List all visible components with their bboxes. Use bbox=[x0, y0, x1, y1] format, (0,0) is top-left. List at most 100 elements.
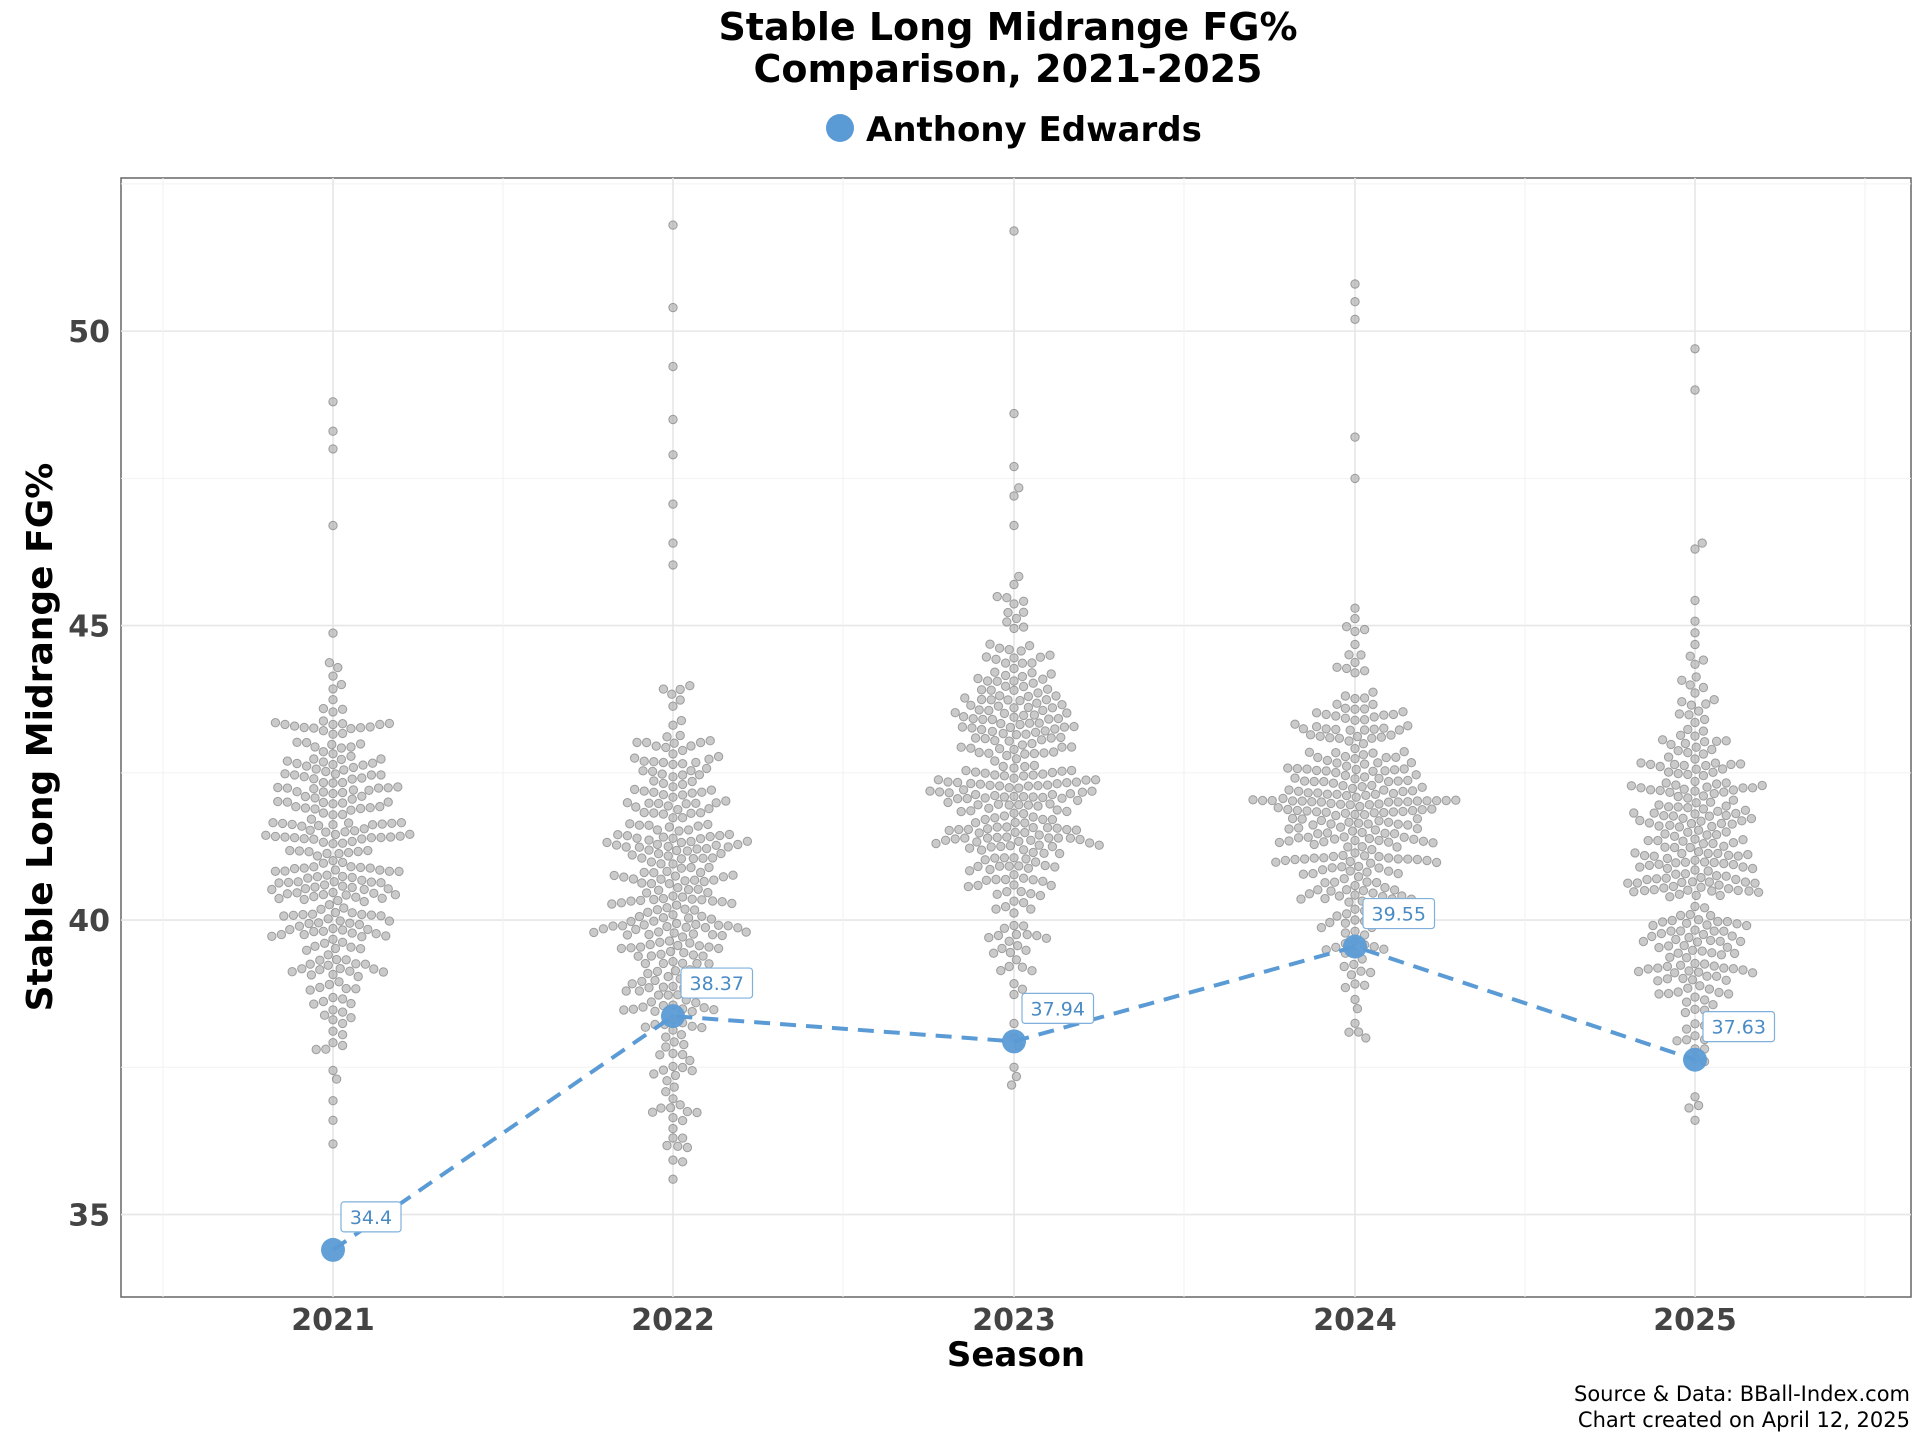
league-point bbox=[1365, 967, 1376, 978]
league-point bbox=[1290, 854, 1300, 865]
league-point bbox=[1685, 909, 1695, 920]
league-point bbox=[1731, 808, 1741, 819]
league-point bbox=[1690, 855, 1700, 865]
league-point bbox=[713, 943, 724, 954]
league-point bbox=[1293, 786, 1304, 796]
league-point bbox=[1369, 712, 1379, 722]
league-point bbox=[742, 836, 753, 846]
league-point bbox=[622, 831, 633, 841]
league-point bbox=[715, 830, 725, 841]
league-point bbox=[677, 958, 688, 968]
league-point bbox=[315, 965, 325, 975]
league-point bbox=[1047, 841, 1058, 852]
league-point bbox=[616, 898, 627, 908]
league-point bbox=[1053, 833, 1064, 843]
league-point bbox=[656, 874, 666, 884]
league-point bbox=[733, 923, 743, 933]
league-point bbox=[670, 1070, 681, 1081]
league-point bbox=[980, 768, 990, 778]
league-point bbox=[626, 943, 636, 953]
league-point bbox=[1691, 798, 1701, 808]
league-point bbox=[996, 841, 1006, 852]
league-point bbox=[974, 747, 984, 758]
league-point bbox=[1299, 854, 1310, 864]
league-point bbox=[961, 765, 971, 776]
league-point bbox=[1719, 841, 1729, 851]
league-point bbox=[668, 450, 678, 460]
league-point bbox=[1723, 850, 1734, 860]
league-point bbox=[1635, 815, 1645, 826]
league-point bbox=[1707, 821, 1717, 832]
league-point bbox=[1003, 607, 1013, 618]
league-point bbox=[673, 883, 683, 893]
league-point bbox=[1011, 613, 1022, 624]
league-point bbox=[328, 992, 338, 1003]
league-point bbox=[662, 1076, 672, 1086]
league-point bbox=[1065, 833, 1076, 843]
league-point bbox=[1334, 733, 1345, 743]
league-point bbox=[1050, 862, 1060, 872]
league-point bbox=[1643, 835, 1653, 846]
league-point bbox=[311, 1044, 321, 1055]
league-point bbox=[337, 787, 348, 798]
league-point bbox=[1698, 770, 1709, 781]
league-point bbox=[1308, 820, 1318, 830]
league-point bbox=[728, 870, 738, 880]
league-point bbox=[1002, 617, 1012, 627]
league-point bbox=[668, 1061, 678, 1072]
league-point bbox=[351, 984, 361, 994]
league-point bbox=[337, 1040, 348, 1051]
league-point bbox=[1011, 955, 1022, 965]
league-point bbox=[1698, 929, 1709, 940]
league-point bbox=[1038, 792, 1048, 803]
league-point bbox=[952, 777, 963, 788]
league-point bbox=[363, 924, 373, 935]
league-point bbox=[1678, 813, 1688, 823]
league-point bbox=[1340, 751, 1351, 762]
league-point bbox=[301, 945, 312, 955]
league-point bbox=[638, 766, 648, 776]
league-point bbox=[1044, 833, 1054, 843]
league-point bbox=[668, 538, 678, 548]
league-point bbox=[293, 877, 303, 887]
league-point bbox=[383, 797, 393, 807]
league-point bbox=[292, 758, 302, 769]
league-point bbox=[1359, 930, 1370, 940]
league-point bbox=[697, 787, 707, 797]
league-point bbox=[668, 1048, 678, 1059]
league-point bbox=[652, 905, 663, 915]
league-point bbox=[1690, 834, 1700, 844]
league-point bbox=[390, 890, 401, 900]
league-point bbox=[1047, 703, 1058, 713]
league-point bbox=[1690, 731, 1700, 741]
league-point bbox=[348, 785, 359, 795]
league-point bbox=[1345, 800, 1355, 810]
league-point bbox=[1361, 1033, 1371, 1043]
league-point bbox=[984, 803, 994, 813]
league-point bbox=[324, 658, 335, 668]
league-point bbox=[305, 825, 315, 835]
league-point bbox=[668, 720, 678, 730]
league-point bbox=[1697, 946, 1707, 956]
league-point bbox=[676, 854, 687, 864]
league-point bbox=[658, 1065, 669, 1075]
league-point bbox=[629, 753, 640, 763]
league-point bbox=[1665, 787, 1675, 797]
league-point bbox=[1029, 710, 1040, 720]
league-point bbox=[676, 837, 687, 848]
league-point bbox=[321, 1044, 331, 1054]
league-point bbox=[656, 949, 666, 959]
league-point bbox=[1674, 889, 1685, 899]
league-point bbox=[268, 818, 278, 828]
league-point bbox=[677, 1157, 688, 1167]
league-point bbox=[280, 719, 290, 730]
league-point bbox=[1668, 881, 1679, 892]
source-line-2: Chart created on April 12, 2025 bbox=[1578, 1408, 1910, 1432]
league-point bbox=[1316, 797, 1327, 807]
league-point bbox=[1057, 793, 1067, 803]
league-point bbox=[1744, 886, 1754, 896]
league-point bbox=[366, 770, 377, 780]
league-point bbox=[330, 865, 341, 875]
league-point bbox=[675, 695, 685, 705]
league-point bbox=[1357, 842, 1367, 852]
